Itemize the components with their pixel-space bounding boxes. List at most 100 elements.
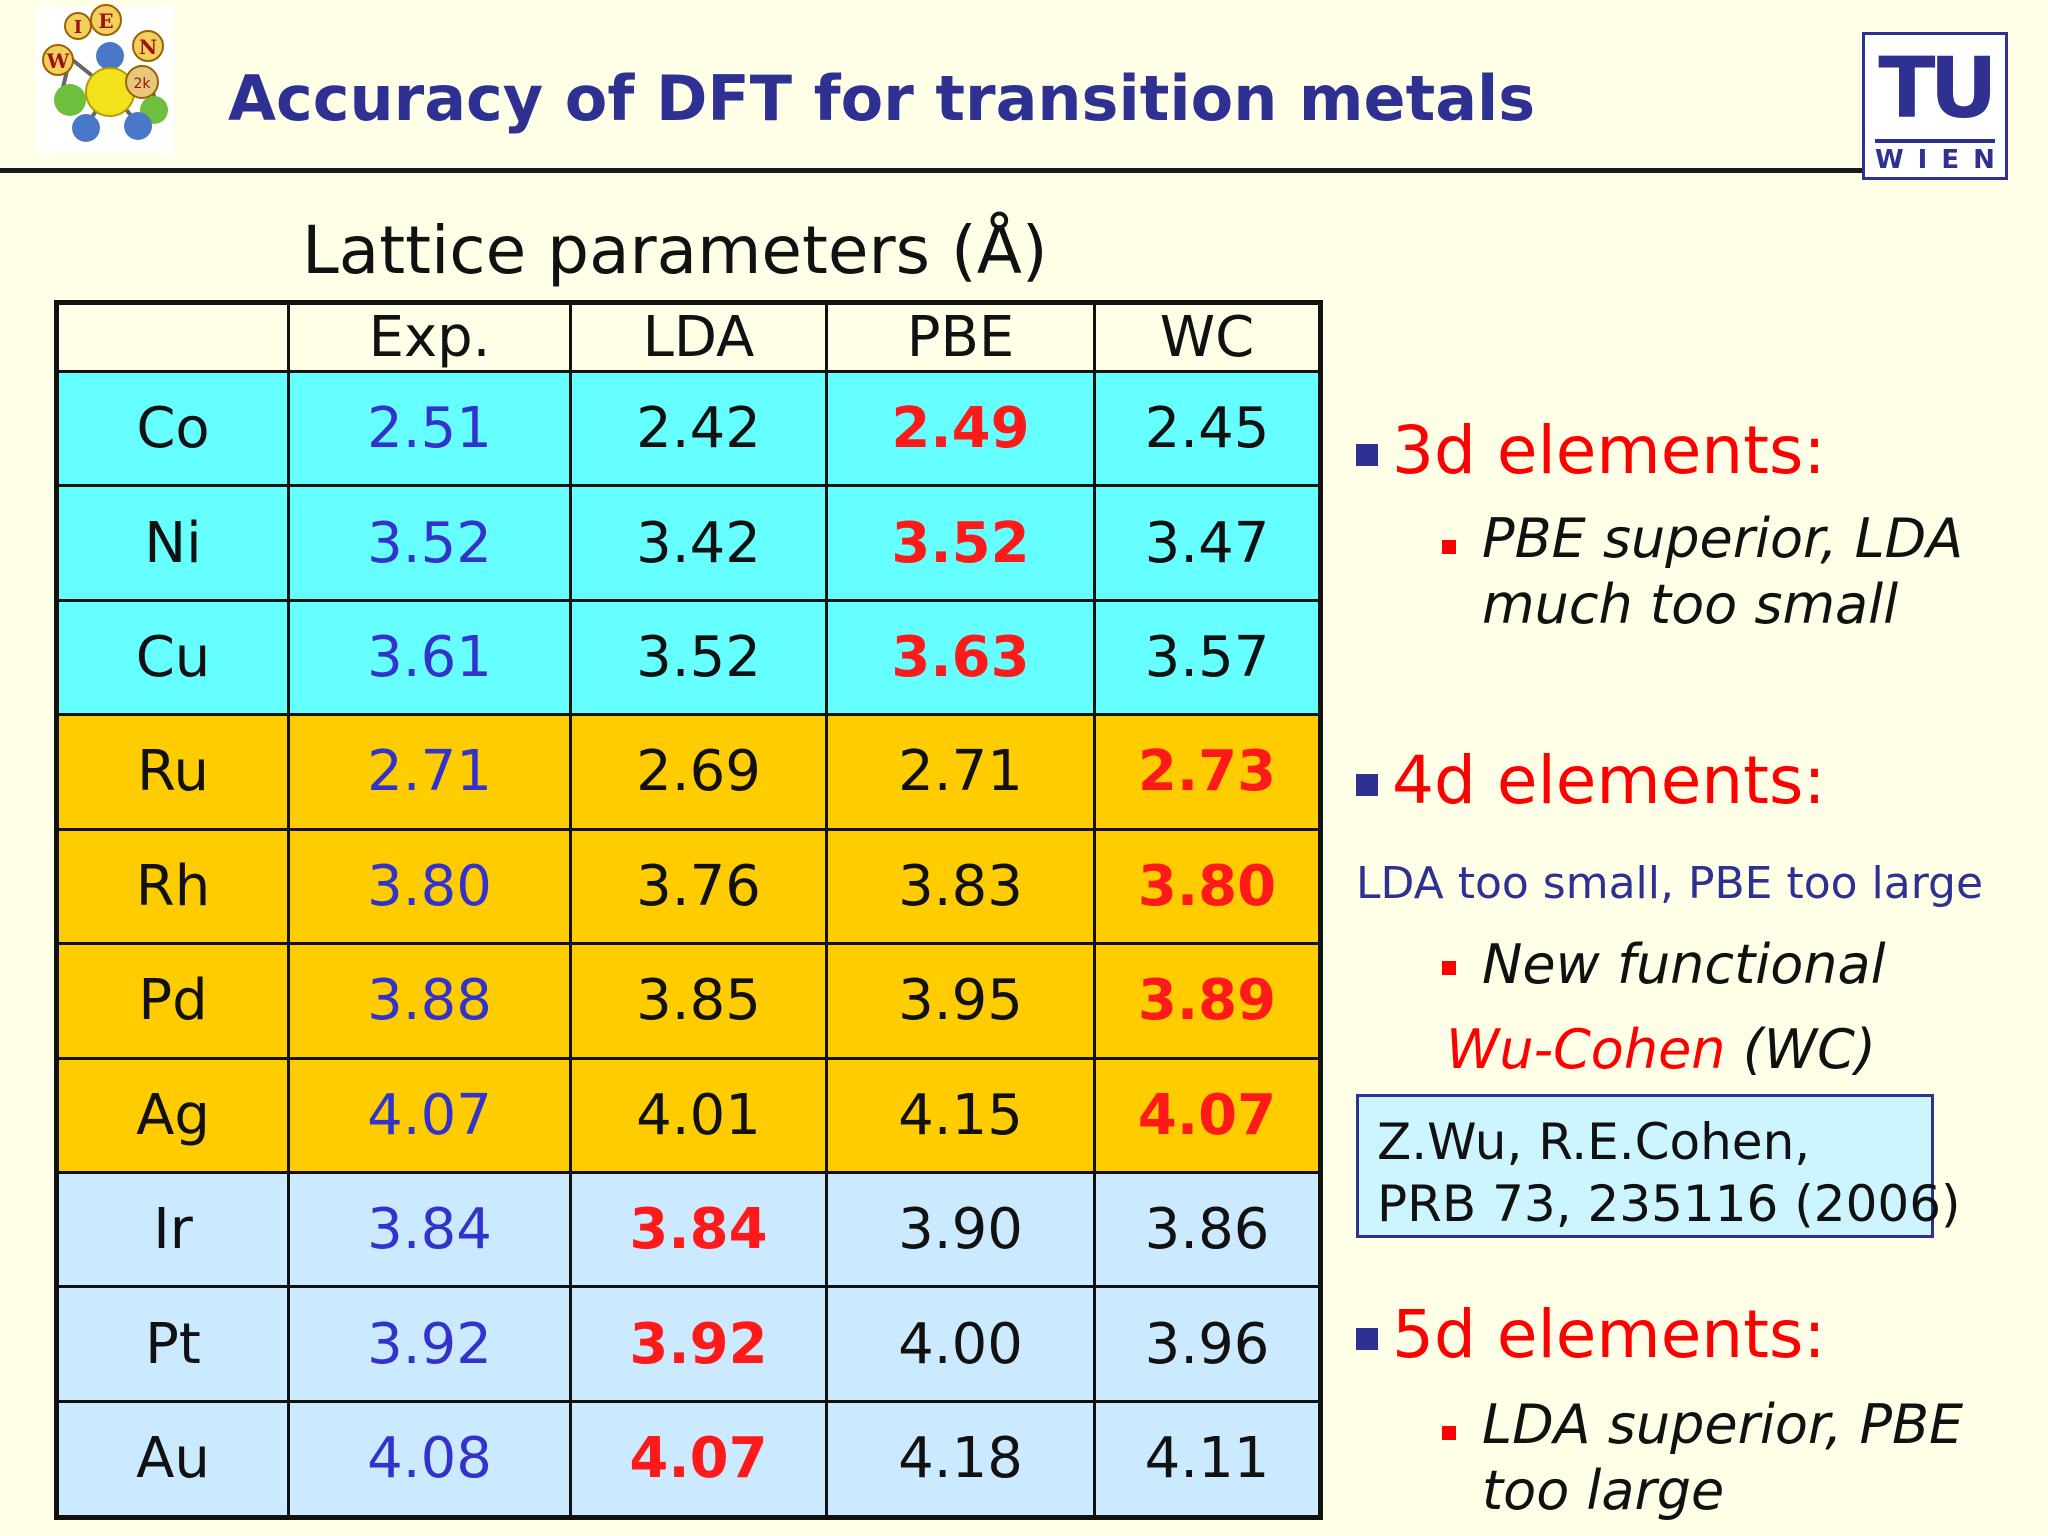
heading-4d-text: 4d elements: xyxy=(1392,742,1826,819)
exp-cell: 2.51 xyxy=(287,369,572,488)
lda-cell: 3.52 xyxy=(569,598,828,717)
column-header-element xyxy=(55,301,290,373)
sub-bullet-icon xyxy=(1442,1426,1456,1440)
pbe-cell: 4.00 xyxy=(825,1285,1096,1403)
lda-cell: 2.69 xyxy=(569,713,828,831)
column-header-pbe: PBE xyxy=(825,301,1096,373)
pbe-cell: 3.90 xyxy=(825,1170,1096,1289)
heading-4d: 4d elements: xyxy=(1356,742,1826,819)
subpoint-3d: PBE superior, LDA much too small xyxy=(1442,506,1963,638)
lda-cell: 3.85 xyxy=(569,942,828,1060)
pbe-cell: 2.49 xyxy=(825,369,1096,488)
exp-cell: 4.07 xyxy=(287,1056,572,1174)
tu-logo-text: TU xyxy=(1878,39,1998,137)
table-row: Ni 3.52 3.42 3.52 3.47 xyxy=(55,484,1322,602)
tu-logo-subtext: WIEN xyxy=(1875,145,2009,175)
heading-3d: 3d elements: xyxy=(1356,412,1826,489)
reference-box: Z.Wu, R.E.Cohen, PRB 73, 235116 (2006) xyxy=(1356,1094,1961,1238)
lda-cell: 3.42 xyxy=(569,484,828,602)
exp-cell: 4.08 xyxy=(287,1399,572,1520)
table-row: Ir 3.84 3.84 3.90 3.86 xyxy=(55,1170,1322,1289)
pbe-cell: 3.83 xyxy=(825,827,1096,946)
wc-cell: 3.57 xyxy=(1093,598,1322,717)
lda-cell: 3.84 xyxy=(569,1170,828,1289)
column-header-lda: LDA xyxy=(569,301,828,373)
sub-bullet-icon xyxy=(1442,540,1456,554)
element-cell: Au xyxy=(55,1399,290,1520)
pbe-cell: 4.15 xyxy=(825,1056,1096,1174)
table-row: Ag 4.07 4.01 4.15 4.07 xyxy=(55,1056,1322,1174)
wc-cell: 3.47 xyxy=(1093,484,1322,602)
lda-cell: 3.76 xyxy=(569,827,828,946)
element-cell: Ru xyxy=(55,713,290,831)
heading-3d-text: 3d elements: xyxy=(1392,412,1826,489)
wc-cell: 4.07 xyxy=(1093,1056,1322,1174)
element-cell: Ni xyxy=(55,484,290,602)
heading-5d: 5d elements: xyxy=(1356,1296,1826,1373)
wc-name: Wu-Cohen xyxy=(1446,1018,1726,1081)
column-header-wc: WC xyxy=(1093,301,1322,373)
wc-functional-line: Wu-Cohen (WC) xyxy=(1446,1018,1876,1081)
table-row: Co 2.51 2.42 2.49 2.45 xyxy=(55,369,1322,488)
wc-cell: 3.86 xyxy=(1093,1170,1322,1289)
lda-cell: 4.07 xyxy=(569,1399,828,1520)
heading-5d-text: 5d elements: xyxy=(1392,1296,1826,1373)
bullet-square-icon xyxy=(1356,1327,1378,1350)
tu-wien-logo: TU WIEN xyxy=(1862,32,2008,180)
wc-cell: 2.45 xyxy=(1093,369,1322,488)
subpoint-4d-line1: New functional xyxy=(1482,933,1886,996)
lattice-table: Exp. LDA PBE WC Co 2.51 2.42 2.49 2.45 Ni 3.52… xyxy=(54,300,1323,1520)
wc-cell: 4.11 xyxy=(1093,1399,1322,1520)
logo-letter: I xyxy=(74,17,82,38)
wc-cell: 2.73 xyxy=(1093,713,1322,831)
bullet-square-icon xyxy=(1356,443,1378,466)
title-divider xyxy=(0,168,1880,173)
table-row: Pt 3.92 3.92 4.00 3.96 xyxy=(55,1285,1322,1403)
exp-cell: 3.88 xyxy=(287,942,572,1060)
slide-title: Accuracy of DFT for transition metals xyxy=(228,62,1536,135)
element-cell: Co xyxy=(55,369,290,488)
wc-cell: 3.89 xyxy=(1093,942,1322,1060)
table-row: Cu 3.61 3.52 3.63 3.57 xyxy=(55,598,1322,717)
logo-letter: N xyxy=(139,35,157,59)
exp-cell: 3.52 xyxy=(287,484,572,602)
logo-letter: 2k xyxy=(133,76,151,92)
bullet-square-icon xyxy=(1356,773,1378,796)
element-cell: Pd xyxy=(55,942,290,1060)
exp-cell: 3.80 xyxy=(287,827,572,946)
table-row: Ru 2.71 2.69 2.71 2.73 xyxy=(55,713,1322,831)
column-header-exp: Exp. xyxy=(287,301,572,373)
exp-cell: 3.84 xyxy=(287,1170,572,1289)
subpoint-5d-line2: too large xyxy=(1482,1459,1725,1522)
subpoint-3d-line2: much too small xyxy=(1482,573,1899,636)
lda-cell: 3.92 xyxy=(569,1285,828,1403)
element-cell: Rh xyxy=(55,827,290,946)
subpoint-5d-line1: LDA superior, PBE xyxy=(1482,1393,1964,1456)
pbe-cell: 4.18 xyxy=(825,1399,1096,1520)
pbe-cell: 2.71 xyxy=(825,713,1096,831)
table-header-row: Exp. LDA PBE WC xyxy=(55,301,1322,373)
subpoint-3d-line1: PBE superior, LDA xyxy=(1482,507,1964,570)
wc-cell: 3.80 xyxy=(1093,827,1322,946)
exp-cell: 3.92 xyxy=(287,1285,572,1403)
lda-cell: 2.42 xyxy=(569,369,828,488)
logo-letter: W xyxy=(46,49,70,73)
table-body: Co 2.51 2.42 2.49 2.45 Ni 3.52 3.42 3.52 3.47 Cu 3.… xyxy=(55,369,1322,1520)
logo-letter: E xyxy=(98,9,113,33)
pbe-cell: 3.63 xyxy=(825,598,1096,717)
sub-bullet-icon xyxy=(1442,961,1456,976)
exp-cell: 2.71 xyxy=(287,713,572,831)
element-cell: Ag xyxy=(55,1056,290,1174)
wien2k-logo: W I E N 2k xyxy=(36,4,174,154)
element-cell: Ir xyxy=(55,1170,290,1289)
table-row: Au 4.08 4.07 4.18 4.11 xyxy=(55,1399,1322,1520)
reference-line1: Z.Wu, R.E.Cohen, xyxy=(1377,1113,1811,1171)
table-row: Pd 3.88 3.85 3.95 3.89 xyxy=(55,942,1322,1060)
tu-logo-bar xyxy=(1875,139,1995,143)
pbe-cell: 3.52 xyxy=(825,484,1096,602)
table-caption: Lattice parameters (Å) xyxy=(302,212,1048,289)
wc-cell: 3.96 xyxy=(1093,1285,1322,1403)
subpoint-5d: LDA superior, PBE too large xyxy=(1442,1392,1963,1524)
lda-cell: 4.01 xyxy=(569,1056,828,1174)
element-cell: Cu xyxy=(55,598,290,717)
